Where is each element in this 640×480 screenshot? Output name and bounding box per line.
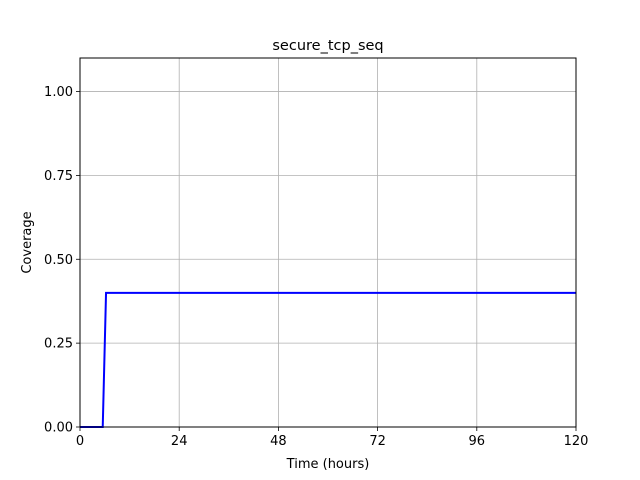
- x-tick-label: 96: [469, 434, 486, 449]
- chart-title: secure_tcp_seq: [272, 38, 383, 54]
- x-axis-label: Time (hours): [286, 457, 370, 472]
- y-tick-label: 0.75: [44, 169, 73, 184]
- ticks: 0 24 48 72 96 120 0.00 0.25 0.50 0.75 1.00: [44, 85, 588, 449]
- y-tick-label: 1.00: [44, 85, 73, 100]
- y-tick-label: 0.00: [44, 421, 73, 436]
- x-tick-label: 120: [564, 434, 589, 449]
- y-tick-label: 0.50: [44, 253, 73, 268]
- x-tick-label: 48: [270, 434, 287, 449]
- x-tick-label: 0: [76, 434, 84, 449]
- y-axis-label: Coverage: [20, 211, 35, 273]
- x-tick-label: 24: [171, 434, 188, 449]
- y-tick-label: 0.25: [44, 337, 73, 352]
- x-tick-label: 72: [369, 434, 386, 449]
- plot-frame: [79, 57, 577, 428]
